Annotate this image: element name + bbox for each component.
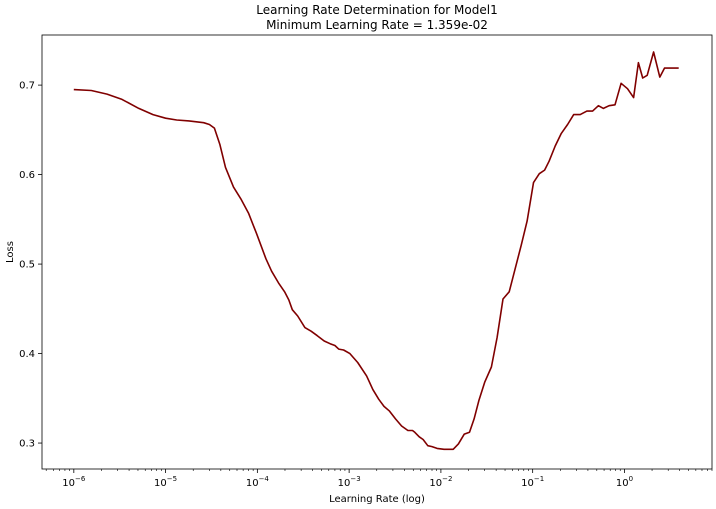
x-axis-label: Learning Rate (log) <box>329 494 425 505</box>
x-tick-label: 10−6 <box>62 475 86 489</box>
loss-curve <box>73 51 679 451</box>
y-axis-ticks: 0.3 0.4 0.5 0.6 0.7 <box>19 81 42 450</box>
chart-title: Learning Rate Determination for Model1 <box>256 3 497 17</box>
x-tick-label: 10−2 <box>429 475 452 489</box>
y-tick-label: 0.7 <box>19 81 35 92</box>
x-tick-label: 100 <box>616 475 633 489</box>
x-tick-label: 10−1 <box>521 475 544 489</box>
y-axis-label: Loss <box>5 241 16 263</box>
x-tick-label: 10−3 <box>338 475 361 489</box>
x-tick-label: 10−4 <box>246 475 270 489</box>
x-axis-minor-ticks <box>45 469 713 471</box>
plot-area-frame <box>41 34 713 470</box>
y-tick-label: 0.4 <box>19 349 35 360</box>
chart-subtitle: Minimum Learning Rate = 1.359e-02 <box>266 18 488 32</box>
y-tick-label: 0.5 <box>19 260 35 271</box>
y-tick-label: 0.3 <box>19 439 35 450</box>
y-tick-label: 0.6 <box>19 170 35 181</box>
x-axis-ticks: 10−6 10−5 10−4 10−3 10−2 10−1 100 <box>62 469 633 489</box>
x-tick-label: 10−5 <box>154 475 177 489</box>
